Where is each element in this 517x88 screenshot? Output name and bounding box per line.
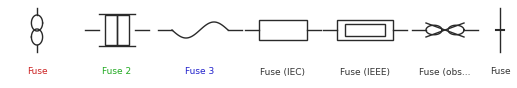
Text: Fuse (IEC): Fuse (IEC): [261, 67, 306, 76]
Text: Fuse 2: Fuse 2: [102, 67, 131, 76]
Text: Fuse (obs...: Fuse (obs...: [419, 67, 471, 76]
Text: Fuse (IEEE): Fuse (IEEE): [340, 67, 390, 76]
Bar: [345, 24, 385, 36]
Bar: [337, 20, 393, 40]
Bar: [117, 15, 129, 45]
Bar: [259, 20, 307, 40]
Bar: [105, 15, 117, 45]
Text: Fuse 3: Fuse 3: [186, 67, 215, 76]
Text: Fuse: Fuse: [490, 67, 510, 76]
Text: Fuse: Fuse: [27, 67, 48, 76]
